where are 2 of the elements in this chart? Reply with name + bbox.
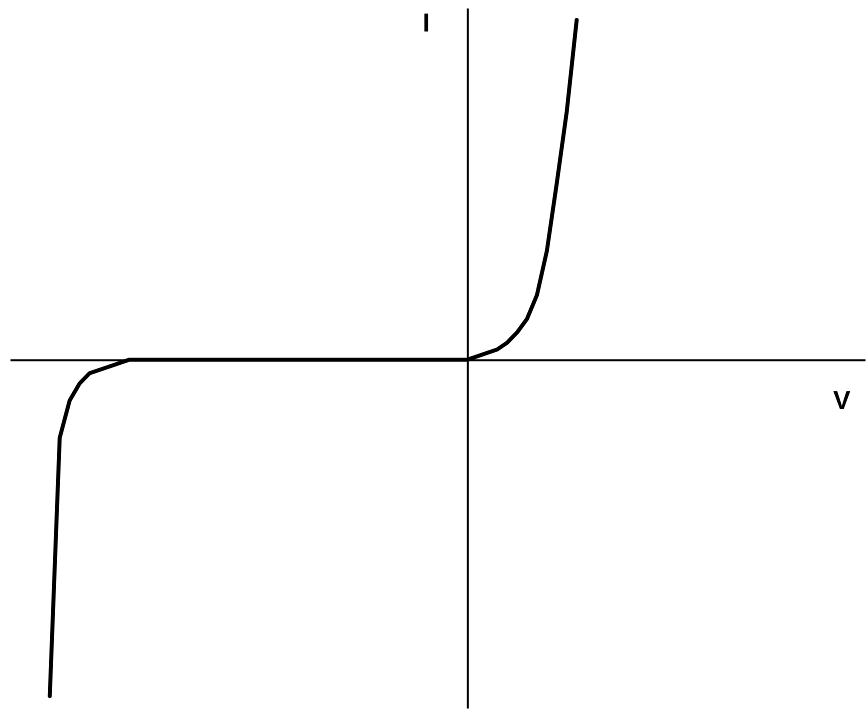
x-axis-title: V xyxy=(833,385,852,416)
y-axis-title: I xyxy=(422,8,430,38)
